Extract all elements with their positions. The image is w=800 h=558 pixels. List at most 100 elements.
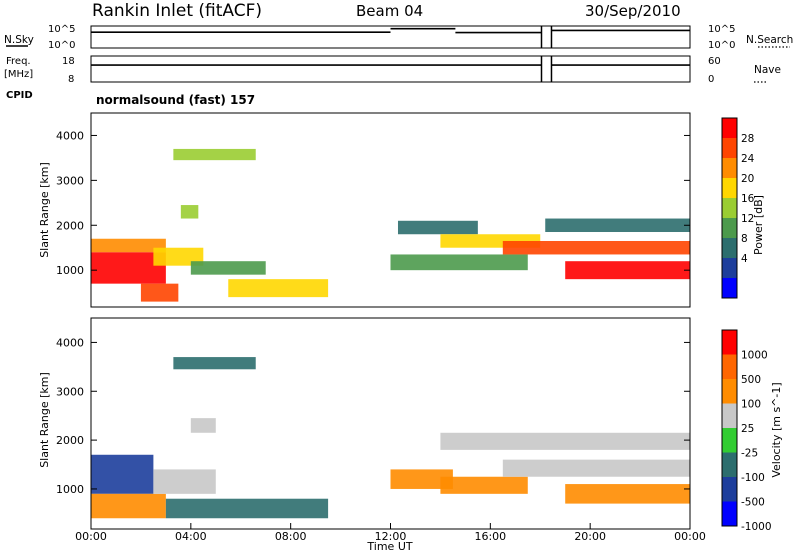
cpid-text: normalsound (fast) 157 [96, 93, 255, 107]
freq-tick-bottom: 8 [68, 74, 74, 85]
colorbar-swatch [722, 158, 737, 178]
y-tick-label: 3000 [56, 174, 84, 187]
freq-tick-top: 18 [62, 56, 75, 67]
heatmap-cell [153, 469, 216, 494]
time-axis-title: Time UT [366, 540, 412, 553]
time-tick-label: 08:00 [275, 530, 307, 543]
colorbar-tick-label: 16 [741, 193, 755, 205]
colorbar-swatch [722, 452, 737, 477]
time-tick-label: 16:00 [474, 530, 506, 543]
colorbar-frame [721, 117, 738, 299]
velocity-colorbar-label: Velocity [m s^-1] [770, 382, 783, 477]
power-heatmap-panel: Slant Range [km] [38, 112, 691, 308]
heatmap-cell [180, 205, 199, 219]
power-ylabel: Slant Range [km] [38, 162, 51, 258]
time-tick-label: 00:00 [75, 530, 107, 543]
colorbar-swatch [722, 218, 737, 238]
nsearch-tick-bottom: 10^0 [708, 40, 735, 51]
colorbar-swatch [722, 330, 737, 355]
colorbar-frame [721, 329, 738, 527]
cpid-label: CPID [6, 90, 33, 101]
heatmap-cell [440, 432, 690, 450]
colorbar-swatch [722, 278, 737, 298]
colorbar-swatch [722, 258, 737, 278]
nave-tick-bottom: 0 [708, 74, 714, 85]
colorbar-tick-label: 24 [741, 153, 755, 165]
nave-label: Nave [754, 64, 781, 76]
heatmap-cell [502, 459, 690, 477]
y-tick-label: 4000 [56, 336, 84, 349]
colorbar-tick-label: -25 [741, 448, 758, 460]
freq-trace [91, 26, 690, 82]
colorbar-swatch [722, 428, 737, 453]
velocity-colorbar: 1000 500 100 25 -25 -100 -500 -1000 [721, 329, 772, 533]
nsearch-tick-top: 10^5 [708, 24, 735, 35]
heatmap-cell [502, 240, 690, 255]
velocity-heatmap-panel: Slant Range [km] [38, 317, 691, 530]
y-tick-label: 1000 [56, 264, 84, 277]
heatmap-cell [173, 148, 256, 161]
colorbar-swatch [722, 501, 737, 526]
colorbar-tick-label: 4 [741, 253, 748, 265]
heatmap-cell [390, 254, 528, 271]
y-tick-label: 3000 [56, 385, 84, 398]
velocity-ylabel: Slant Range [km] [38, 372, 51, 468]
heatmap-cell [390, 469, 453, 489]
freq-label-2: [MHz] [4, 69, 33, 80]
colorbar-tick-label: -1000 [741, 521, 772, 533]
power-colorbar-label: Power [dB] [752, 195, 765, 255]
heatmap-cell [565, 261, 690, 280]
heatmap-cell [173, 357, 256, 370]
heatmap-cell [397, 220, 478, 235]
nsky-label: N.Sky [4, 34, 34, 46]
heatmap-cell [545, 218, 690, 233]
nsearch-label: N.Search [746, 34, 793, 46]
heatmap-cell [228, 279, 329, 298]
freq-label-1: Freq. [6, 56, 31, 67]
colorbar-tick-label: 500 [741, 374, 761, 386]
colorbar-tick-label: 1000 [741, 350, 768, 362]
date-title: 30/Sep/2010 [585, 2, 681, 20]
nsky-trace [91, 27, 690, 34]
heatmap-cell [440, 476, 528, 494]
heatmap-cell [91, 454, 154, 494]
colorbar-swatch [722, 379, 737, 404]
colorbar-tick-label: 12 [741, 213, 754, 225]
colorbar-swatch [722, 198, 737, 218]
nave-tick-top: 60 [708, 56, 721, 67]
colorbar-swatch [722, 477, 737, 502]
colorbar-swatch [722, 238, 737, 258]
colorbar-tick-label: 25 [741, 423, 754, 435]
heatmap-cell [190, 261, 266, 275]
y-tick-label: 4000 [56, 129, 84, 142]
heatmap-cell [91, 493, 166, 519]
nsky-tick-bottom: 10^0 [48, 40, 75, 51]
freq-panel-frame [90, 55, 691, 83]
heatmap-cell [565, 484, 690, 504]
colorbar-swatch [722, 118, 737, 138]
time-tick-label: 20:00 [574, 530, 606, 543]
colorbar-swatch [722, 178, 737, 198]
colorbar-swatch [722, 403, 737, 428]
time-tick-label: 04:00 [175, 530, 207, 543]
y-tick-label: 2000 [56, 434, 84, 447]
nsky-panel-frame [90, 25, 691, 49]
heatmap-cell [140, 283, 179, 302]
colorbar-tick-label: -500 [741, 497, 765, 509]
colorbar-tick-label: 28 [741, 133, 754, 145]
nsky-tick-top: 10^5 [48, 24, 75, 35]
colorbar-tick-label: 20 [741, 173, 754, 185]
power-colorbar: 28 24 20 16 12 8 4 [721, 117, 755, 299]
time-tick-label: 12:00 [375, 530, 407, 543]
heatmap-cell [91, 238, 166, 253]
y-tick-label: 1000 [56, 483, 84, 496]
colorbar-swatch [722, 354, 737, 379]
power-panel-frame [90, 112, 691, 308]
heatmap-cell [165, 498, 329, 519]
time-tick-label: 00:00 [674, 530, 706, 543]
colorbar-tick-label: 8 [741, 233, 748, 245]
heatmap-cell [190, 418, 216, 433]
station-title: Rankin Inlet (fitACF) [92, 1, 262, 21]
